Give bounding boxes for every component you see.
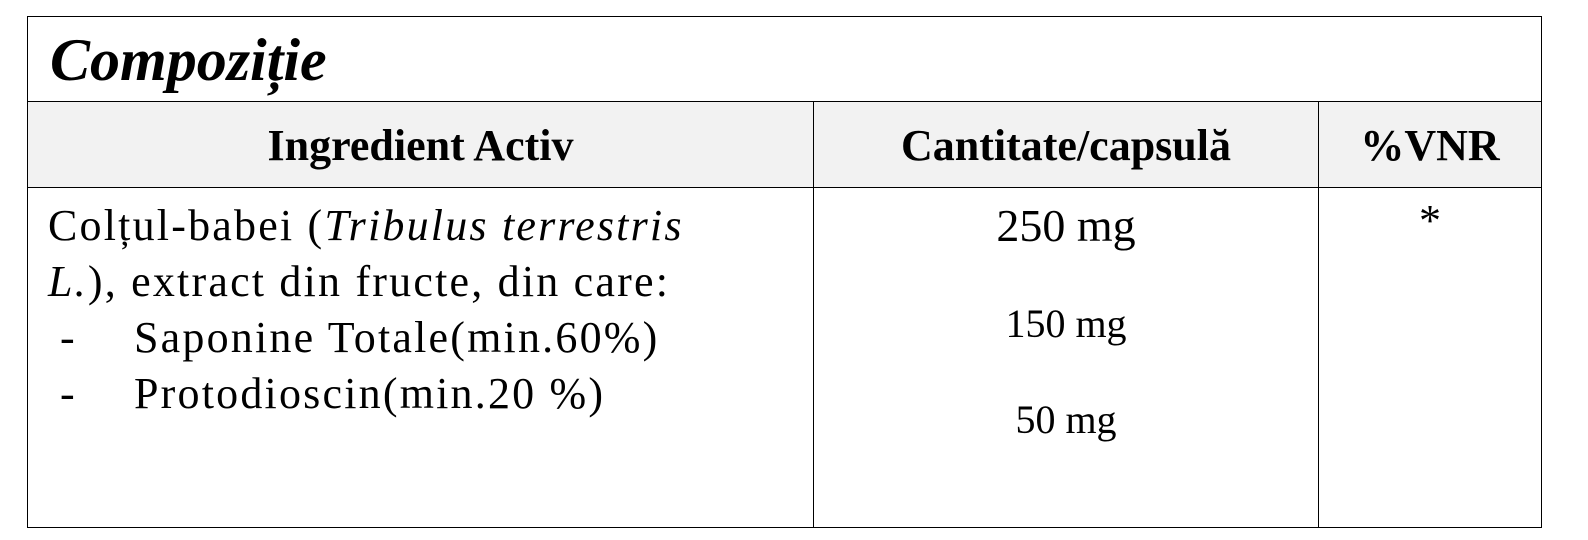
latin-name-text: Tribulus terrestris bbox=[324, 201, 684, 250]
bullet: - bbox=[60, 369, 77, 418]
header-quantity: Cantitate/capsulă bbox=[901, 120, 1231, 170]
quantity-protodioscin: 50 mg bbox=[1015, 397, 1117, 442]
sub-item-row: - Saponine Totale(min.60%) bbox=[48, 310, 659, 366]
ingredient-line-1: Colțul-babei (Tribulus terrestris bbox=[48, 198, 684, 254]
ingredient-name-text: Colțul-babei ( bbox=[48, 201, 325, 250]
quantity-total: 250 mg bbox=[996, 200, 1136, 251]
sub-item-label: Saponine Totale(min.60%) bbox=[134, 313, 660, 362]
sub-item-row: - Protodioscin(min.20 %) bbox=[48, 366, 605, 422]
header-divider bbox=[27, 187, 1542, 188]
column-divider-1 bbox=[813, 102, 814, 528]
column-divider-2 bbox=[1318, 102, 1319, 528]
sub-item-label: Protodioscin(min.20 %) bbox=[134, 369, 606, 418]
table-header-background bbox=[28, 102, 1541, 188]
ingredient-line-2: L.), extract din fructe, din care: bbox=[48, 254, 670, 310]
title-divider bbox=[27, 101, 1542, 102]
section-title: Compoziție bbox=[50, 27, 327, 93]
nrv-value: * bbox=[1419, 196, 1441, 245]
latin-author-text: L. bbox=[48, 257, 88, 306]
ingredient-description-text: ), extract din fructe, din care: bbox=[87, 257, 671, 306]
header-nrv: %VNR bbox=[1360, 120, 1500, 170]
header-ingredient: Ingredient Activ bbox=[267, 120, 574, 170]
composition-table-frame bbox=[27, 16, 1542, 528]
quantity-saponins: 150 mg bbox=[1005, 301, 1127, 346]
bullet: - bbox=[60, 313, 77, 362]
